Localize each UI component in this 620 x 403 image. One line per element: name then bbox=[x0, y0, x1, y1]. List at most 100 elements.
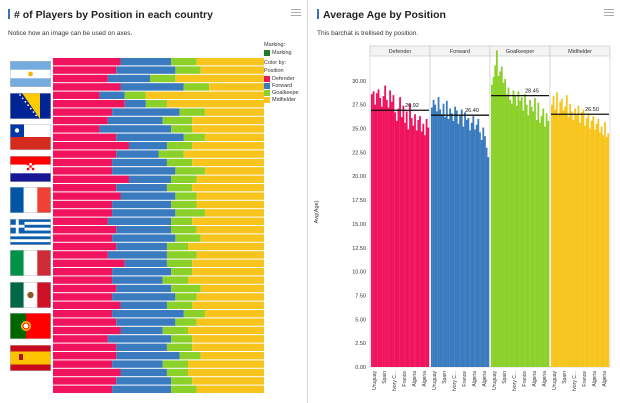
bar-defender-14 bbox=[394, 112, 397, 367]
bar-forward-12 bbox=[112, 158, 167, 167]
greece-flag-icon bbox=[10, 219, 51, 245]
bar-defender-1 bbox=[372, 91, 375, 367]
bar-forward-13 bbox=[452, 120, 455, 367]
x-tick-label: Spain bbox=[442, 371, 448, 384]
flag-border bbox=[10, 250, 51, 276]
bar-defender-7 bbox=[382, 96, 385, 368]
bar-forward-16 bbox=[120, 192, 176, 200]
bar-forward-19 bbox=[462, 126, 465, 367]
x-tick-label: Spain bbox=[562, 371, 568, 384]
bar-goalkeeper-18 bbox=[175, 209, 205, 217]
bar-midfielder-8 bbox=[564, 106, 567, 367]
bar-defender-17 bbox=[53, 200, 113, 209]
bar-defender-17 bbox=[399, 97, 401, 367]
bar-forward-34 bbox=[116, 343, 167, 351]
bar-forward-9 bbox=[445, 100, 448, 367]
bar-forward-15 bbox=[455, 110, 458, 368]
bar-goalkeeper-6 bbox=[500, 66, 503, 367]
bar-midfielder-38 bbox=[192, 377, 264, 385]
bar-defender-31 bbox=[422, 123, 425, 368]
bar-goalkeeper-14 bbox=[171, 175, 197, 183]
bar-defender-25 bbox=[412, 125, 415, 368]
bar-midfielder-32 bbox=[604, 121, 606, 367]
spain-flag-icon bbox=[10, 345, 51, 371]
bar-forward-14 bbox=[128, 175, 172, 183]
bar-goalkeeper-23 bbox=[529, 99, 531, 368]
bar-midfielder-22 bbox=[188, 242, 264, 251]
bar-goalkeeper-38 bbox=[171, 377, 193, 385]
legend-item[interactable]: Goalkeepe bbox=[264, 90, 308, 96]
bar-midfielder-3 bbox=[209, 83, 264, 91]
panel-menu-icon[interactable] bbox=[604, 9, 614, 17]
bar-midfielder-30 bbox=[204, 310, 264, 318]
panel-title: Average Age by Position bbox=[317, 9, 446, 21]
legend-marking[interactable]: Marking bbox=[264, 50, 308, 56]
right-title-text: Average Age by Position bbox=[323, 9, 446, 21]
y-tick-label: 20.00 bbox=[352, 174, 366, 180]
bar-defender-5 bbox=[379, 98, 382, 367]
bar-forward-9 bbox=[116, 133, 184, 141]
bar-midfielder-14 bbox=[196, 175, 264, 183]
bar-goalkeeper-8 bbox=[504, 78, 507, 367]
legend-marking-title: Marking: bbox=[264, 42, 286, 48]
bar-goalkeeper-5 bbox=[499, 71, 502, 367]
bar-forward-30 bbox=[480, 139, 483, 367]
bar-goalkeeper-31 bbox=[542, 108, 545, 367]
bar-midfielder-23 bbox=[196, 251, 264, 259]
bar-forward-34 bbox=[487, 157, 490, 367]
bar-forward-8 bbox=[99, 125, 172, 133]
x-tick-label: France bbox=[582, 371, 588, 387]
legend-item[interactable]: Defender bbox=[264, 76, 308, 82]
legend-color-by[interactable]: Position bbox=[264, 68, 284, 74]
legend-item[interactable]: Forward bbox=[264, 83, 308, 89]
bar-goalkeeper-26 bbox=[534, 98, 536, 367]
bar-forward-8 bbox=[444, 117, 447, 367]
bar-goalkeeper-25 bbox=[532, 111, 535, 368]
bar-defender-37 bbox=[53, 368, 121, 377]
bar-midfielder-28 bbox=[196, 293, 264, 301]
bar-forward-38 bbox=[116, 377, 172, 385]
bar-forward-22 bbox=[467, 118, 470, 367]
bar-forward-16 bbox=[457, 123, 460, 368]
bar-defender-14 bbox=[53, 175, 129, 183]
x-tick-label: Algeria bbox=[472, 371, 478, 387]
bar-defender-5 bbox=[53, 100, 125, 108]
bar-midfielder-28 bbox=[597, 119, 600, 367]
bar-goalkeeper-10 bbox=[507, 87, 510, 367]
bar-forward-17 bbox=[112, 200, 172, 209]
bar-midfielder-3 bbox=[555, 92, 558, 367]
legend-item[interactable]: Midfielder bbox=[264, 97, 308, 103]
bar-defender-33 bbox=[425, 119, 428, 367]
bar-goalkeeper-10 bbox=[166, 142, 193, 150]
bar-goalkeeper-26 bbox=[162, 276, 189, 284]
panel-title: # of Players by Position in each country bbox=[8, 9, 213, 21]
bar-defender-13 bbox=[53, 167, 113, 175]
bar-midfielder-25 bbox=[192, 268, 264, 276]
bar-defender-6 bbox=[380, 106, 383, 367]
bar-defender-32 bbox=[53, 326, 121, 335]
bar-forward-0 bbox=[120, 58, 172, 66]
bar-midfielder-19 bbox=[192, 217, 264, 225]
bar-goalkeeper-17 bbox=[519, 100, 521, 367]
x-tick-label: France bbox=[522, 371, 528, 387]
x-tick-label: Spain bbox=[382, 371, 388, 384]
right-subtitle: This barchat is trellised by position. bbox=[317, 30, 419, 37]
bar-defender-2 bbox=[374, 104, 377, 367]
legend-items: Defender Forward Goalkeepe Midfielder bbox=[264, 76, 308, 103]
bar-goalkeeper-13 bbox=[175, 167, 205, 175]
y-tick-label: 7.50 bbox=[355, 293, 366, 299]
bar-defender-2 bbox=[53, 74, 108, 83]
bar-midfielder-24 bbox=[192, 259, 264, 267]
bar-defender-19 bbox=[402, 105, 405, 368]
x-tick-label: Algeria bbox=[602, 371, 608, 387]
bar-defender-26 bbox=[414, 114, 416, 367]
bar-goalkeeper-15 bbox=[515, 105, 518, 368]
legend-color-title: Color by: bbox=[264, 60, 287, 66]
bar-forward-35 bbox=[116, 352, 180, 360]
bar-goalkeeper-29 bbox=[166, 301, 193, 309]
bar-defender-24 bbox=[410, 118, 413, 367]
flag-border bbox=[10, 282, 51, 308]
bar-defender-9 bbox=[385, 99, 388, 368]
panel-menu-icon[interactable] bbox=[291, 9, 301, 17]
trellis-header-label: Forward bbox=[450, 49, 470, 55]
